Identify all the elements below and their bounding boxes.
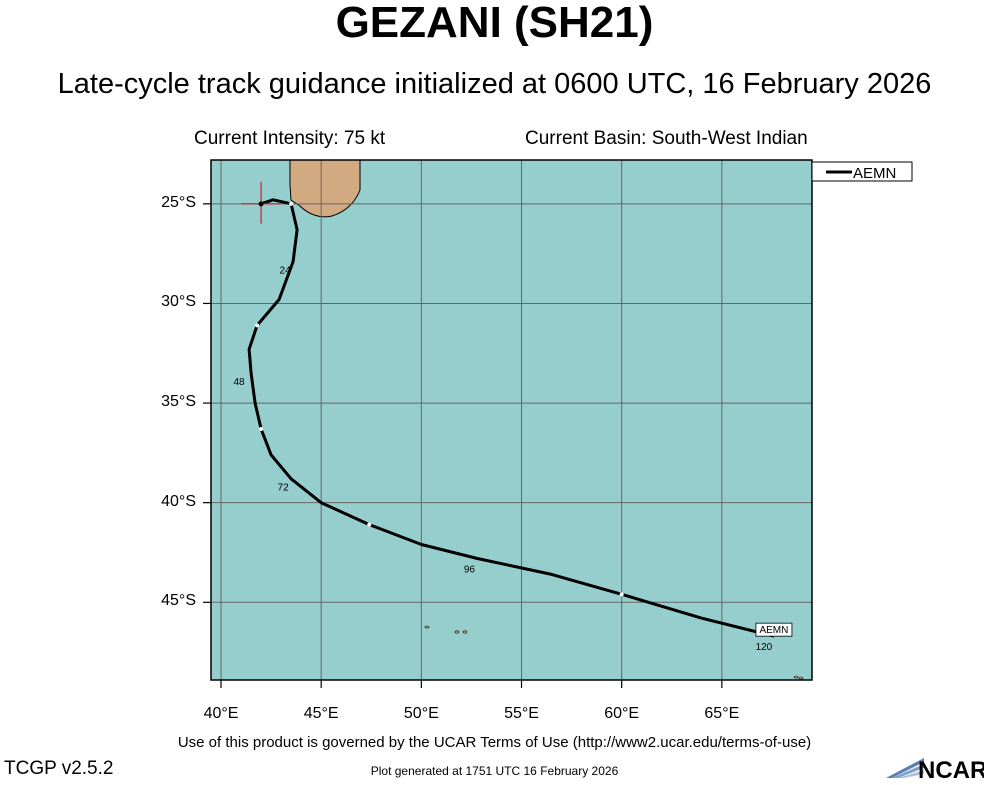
track-point (255, 323, 260, 328)
island (424, 625, 430, 629)
madagascar-landmass (289, 160, 361, 218)
lat-label: 45°S (161, 592, 196, 610)
lat-label: 40°S (161, 492, 196, 510)
plot-frame (210, 159, 813, 681)
lat-lon-grid (211, 160, 812, 680)
island (798, 676, 804, 680)
track-point (289, 201, 294, 206)
forecast-hour-labels: 24 48 72 96 120 (233, 266, 772, 654)
tau-label: 24 (280, 266, 292, 277)
island (454, 630, 460, 634)
ncar-logo: NCAR (884, 750, 987, 784)
tau-label: 96 (464, 564, 476, 575)
legend: AEMN (811, 161, 913, 182)
island (793, 675, 799, 679)
lat-label: 35°S (161, 393, 196, 411)
current-basin: Current Basin: South-West Indian (525, 128, 808, 149)
lon-label: 65°E (704, 705, 740, 722)
ocean-background (211, 160, 812, 680)
ncar-logo-text: NCAR (918, 757, 984, 780)
legend-box (811, 161, 913, 182)
ncar-logo-icon (886, 758, 924, 778)
track-point (259, 426, 264, 431)
lon-label: 60°E (604, 705, 640, 722)
lon-label: 45°E (303, 705, 339, 722)
storm-title: GEZANI (SH21) (335, 0, 654, 47)
generated-timestamp: Plot generated at 1751 UTC 16 February 2… (370, 764, 619, 778)
current-position-marker (241, 181, 282, 224)
islands (424, 625, 804, 680)
tau-label: 48 (233, 377, 245, 388)
legend-label: AEMN (853, 165, 896, 182)
track-end-label: AEMN (755, 622, 793, 637)
end-label-box (755, 622, 793, 637)
lon-label: 55°E (504, 705, 539, 722)
marker-center (258, 201, 264, 207)
tau-label: 120 (756, 642, 773, 653)
current-intensity: Current Intensity: 75 kt (194, 128, 386, 149)
lon-label: 50°E (403, 705, 439, 722)
version-label: TCGP v2.5.2 (4, 758, 114, 779)
terms-of-use-text: Use of this product is governed by the U… (177, 734, 812, 751)
island (462, 630, 468, 634)
track-point (367, 522, 372, 527)
axis-ticks (203, 203, 723, 688)
lon-label: 40°E (203, 705, 239, 722)
track-points (255, 201, 624, 597)
lat-label: 25°S (161, 193, 196, 211)
track-point (619, 592, 624, 597)
end-label-text: AEMN (759, 625, 788, 636)
lat-label: 30°S (161, 293, 196, 311)
tau-label: 72 (278, 483, 290, 494)
guidance-subtitle: Late-cycle track guidance initialized at… (57, 68, 932, 100)
